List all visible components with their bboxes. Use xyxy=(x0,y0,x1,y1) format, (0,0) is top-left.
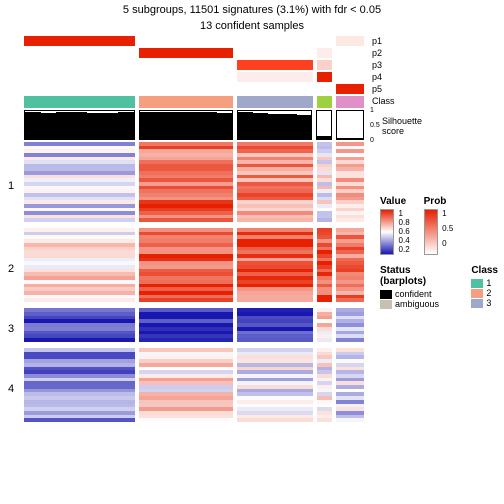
heatmap-group-3 xyxy=(24,308,364,342)
heatmap-group-4 xyxy=(24,348,364,422)
chart-title-1: 5 subgroups, 11501 signatures (3.1%) wit… xyxy=(0,0,504,16)
silhouette-row xyxy=(24,110,364,140)
heatmap-row-label: 2 xyxy=(8,263,14,275)
legend-panel: Value 10.80.60.40.2 Prob 10.50 Status (b… xyxy=(380,196,498,319)
legend-item: ambiguous xyxy=(380,299,457,309)
main-plot-area xyxy=(24,36,364,428)
prob-row-p4 xyxy=(24,72,364,82)
heatmap-group-1 xyxy=(24,142,364,222)
silhouette-label: Silhouettescore xyxy=(382,116,422,136)
prob-row-p5 xyxy=(24,84,364,94)
silhouette-tick: 0 xyxy=(370,137,374,144)
legend-value: Value 10.80.60.40.2 xyxy=(380,196,410,255)
prob-label: p2 xyxy=(372,48,382,58)
legend-item: confident xyxy=(380,289,457,299)
silhouette-tick: 1 xyxy=(370,107,374,114)
prob-row-p3 xyxy=(24,60,364,70)
heatmap-row-label: 3 xyxy=(8,323,14,335)
legend-class: Class 123 xyxy=(471,265,498,309)
prob-label: p1 xyxy=(372,36,382,46)
legend-item: 1 xyxy=(471,278,498,288)
prob-row-p1 xyxy=(24,36,364,46)
heatmap-row-label: 4 xyxy=(8,383,14,395)
prob-label: p3 xyxy=(372,60,382,70)
chart-title-2: 13 confident samples xyxy=(0,16,504,32)
prob-label: p4 xyxy=(372,72,382,82)
legend-item: 3 xyxy=(471,298,498,308)
prob-label: p5 xyxy=(372,84,382,94)
class-label: Class xyxy=(372,96,395,106)
class-bar xyxy=(24,96,364,108)
legend-prob: Prob 10.50 xyxy=(424,196,454,255)
prob-row-p2 xyxy=(24,48,364,58)
heatmap-group-2 xyxy=(24,228,364,302)
legend-item: 2 xyxy=(471,288,498,298)
heatmap-row-label: 1 xyxy=(8,180,14,192)
legend-status: Status (barplots) confidentambiguous xyxy=(380,265,457,309)
silhouette-tick: 0.5 xyxy=(370,122,380,129)
